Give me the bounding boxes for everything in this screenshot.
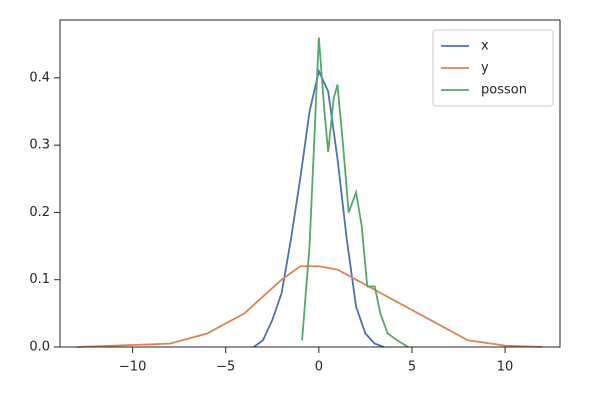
x-tick-label: −10 <box>119 360 146 375</box>
y-tick-label: 0.0 <box>29 340 50 355</box>
x-tick-label: 5 <box>408 360 416 375</box>
line <box>76 265 543 348</box>
y-tick-label: 0.3 <box>29 138 50 153</box>
x-tick-label: 10 <box>497 360 514 375</box>
x-tick-label: 0 <box>315 360 323 375</box>
legend-box <box>432 29 554 107</box>
x-tick-label: −5 <box>216 360 235 375</box>
line <box>301 37 409 348</box>
y-tick-label: 0.4 <box>29 70 50 85</box>
legend-label: x <box>481 39 489 54</box>
legend-label: posson <box>481 83 527 98</box>
y-tick-label: 0.1 <box>29 272 50 287</box>
y-tick-label: 0.2 <box>29 205 50 220</box>
plot-frame <box>59 19 561 348</box>
legend-label: y <box>481 61 489 76</box>
line <box>253 68 385 348</box>
